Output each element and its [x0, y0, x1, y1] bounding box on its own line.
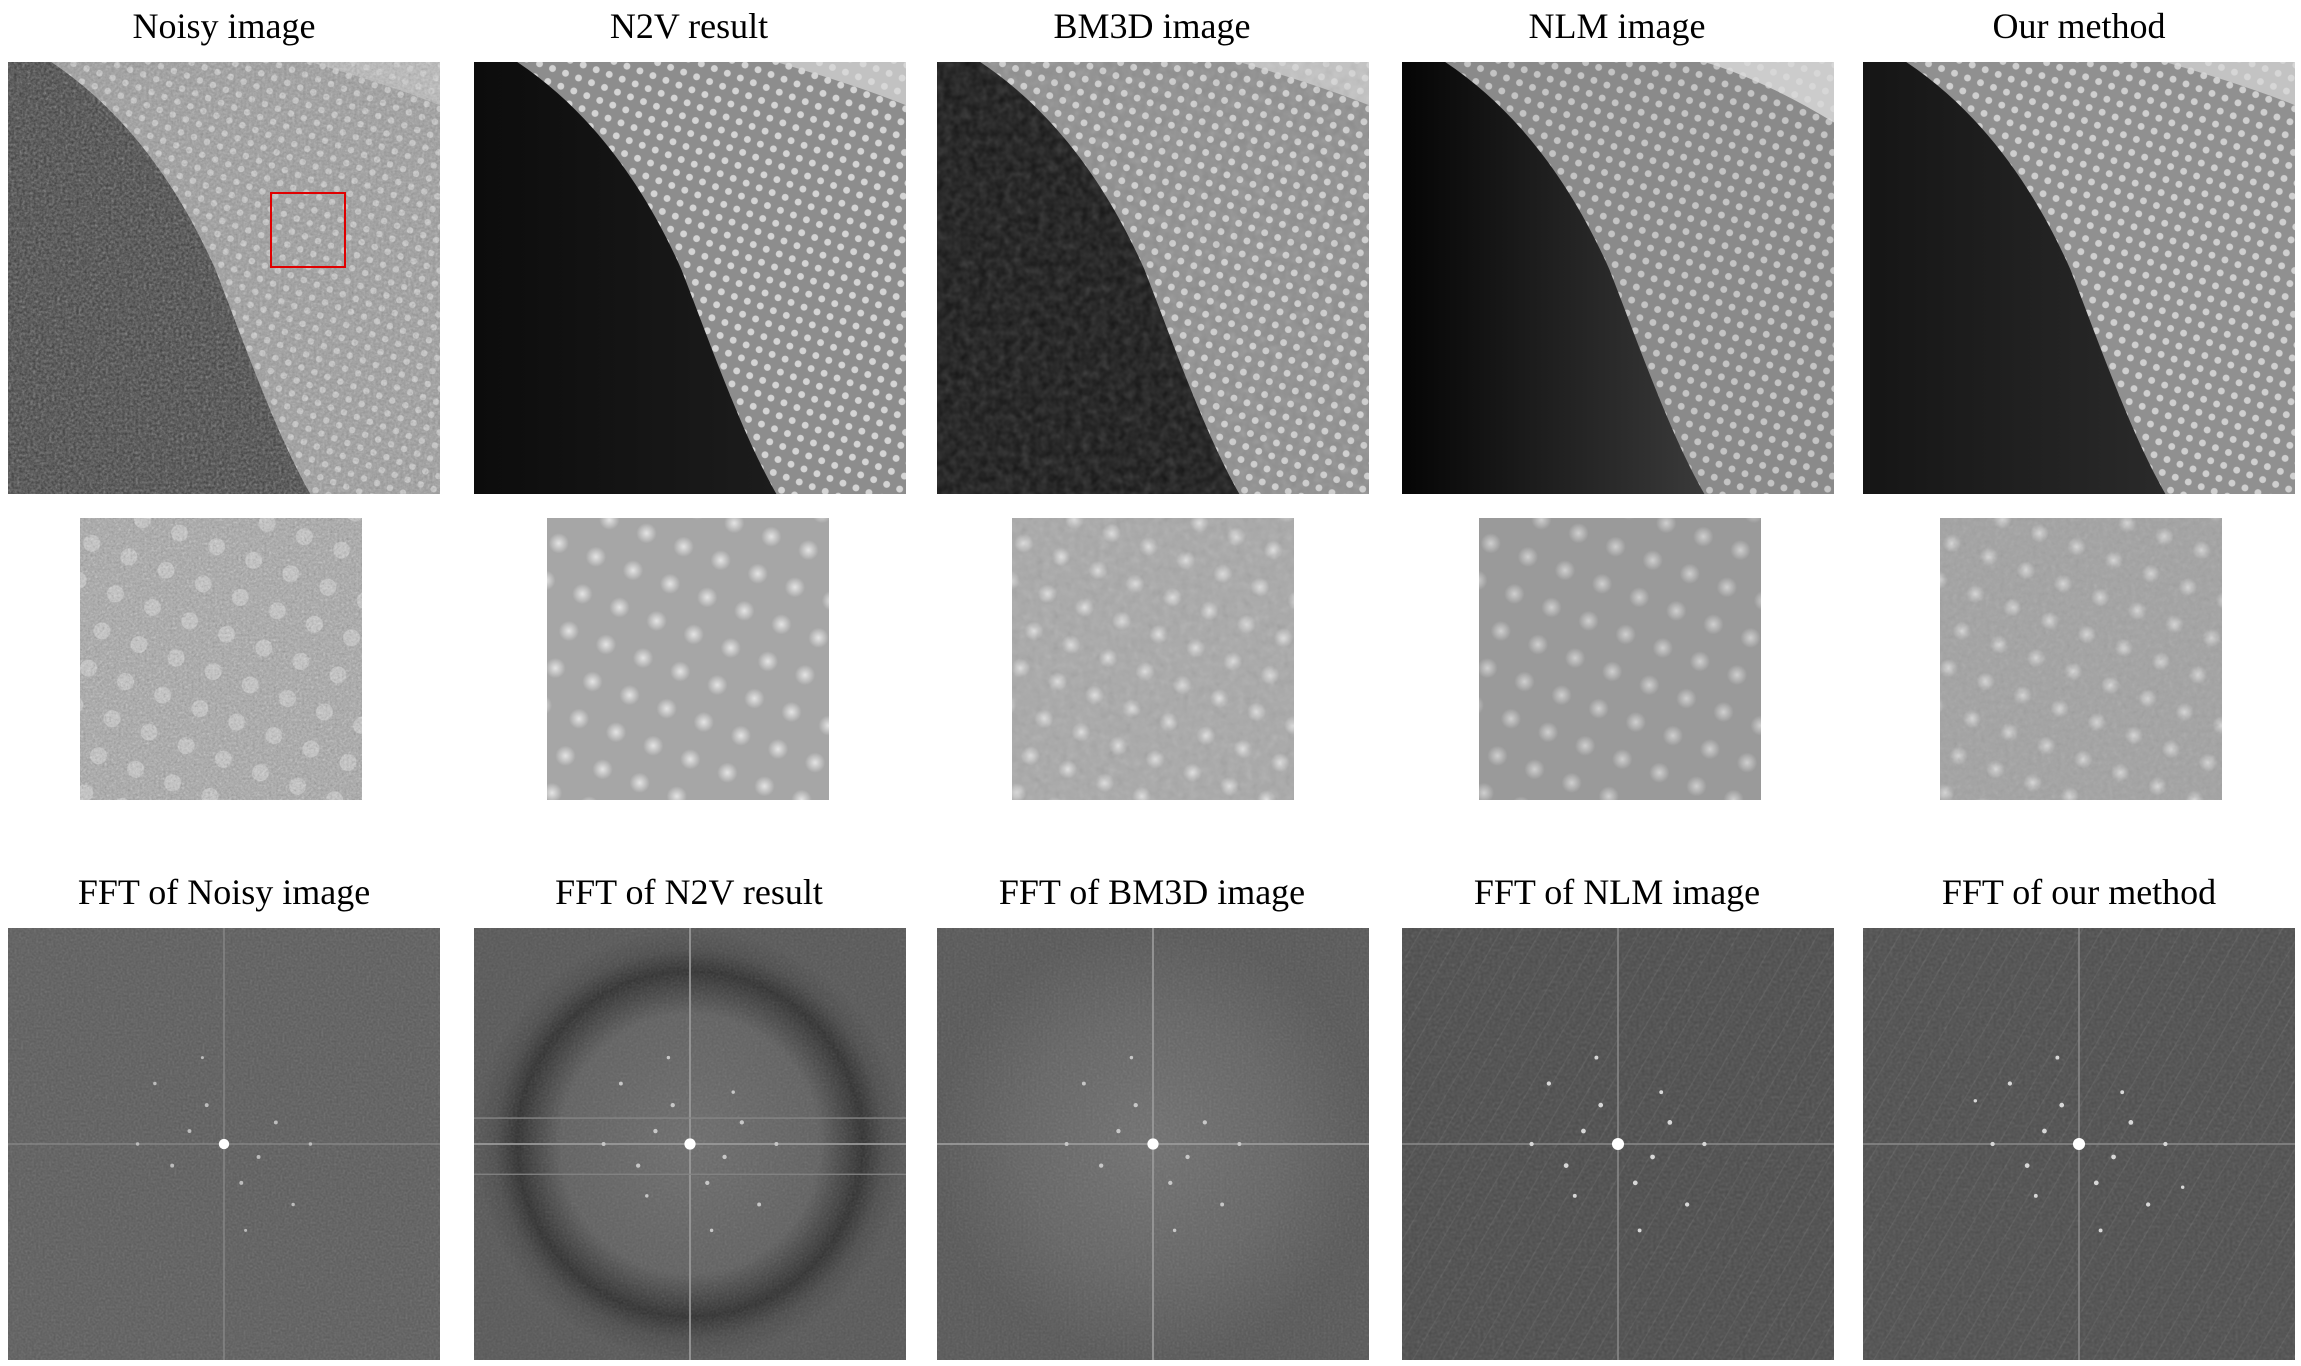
- title-bm3d: BM3D image: [1053, 6, 1251, 46]
- fft-noisy: [8, 928, 440, 1360]
- image-nlm: [1402, 62, 1834, 494]
- fft-ours: [1863, 928, 2295, 1360]
- fft-n2v: [474, 928, 906, 1360]
- fft-title-nlm: FFT of NLM image: [1473, 872, 1761, 912]
- title-ours: Our method: [1992, 6, 2166, 46]
- roi-marker: [270, 192, 346, 268]
- fft-title-n2v: FFT of N2V result: [555, 872, 823, 912]
- title-n2v: N2V result: [609, 6, 769, 46]
- title-nlm: NLM image: [1528, 6, 1706, 46]
- zoom-n2v: [547, 518, 829, 800]
- zoom-nlm: [1479, 518, 1761, 800]
- zoom-bm3d: [1012, 518, 1294, 800]
- fft-bm3d: [937, 928, 1369, 1360]
- fft-title-noisy: FFT of Noisy image: [77, 872, 371, 912]
- fft-title-ours: FFT of our method: [1941, 872, 2217, 912]
- fft-nlm: [1402, 928, 1834, 1360]
- image-noisy: [8, 62, 440, 494]
- image-n2v: [474, 62, 906, 494]
- image-ours: [1863, 62, 2295, 494]
- zoom-ours: [1940, 518, 2222, 800]
- fft-title-bm3d: FFT of BM3D image: [998, 872, 1306, 912]
- image-bm3d: [937, 62, 1369, 494]
- title-noisy: Noisy image: [132, 6, 316, 46]
- zoom-noisy: [80, 518, 362, 800]
